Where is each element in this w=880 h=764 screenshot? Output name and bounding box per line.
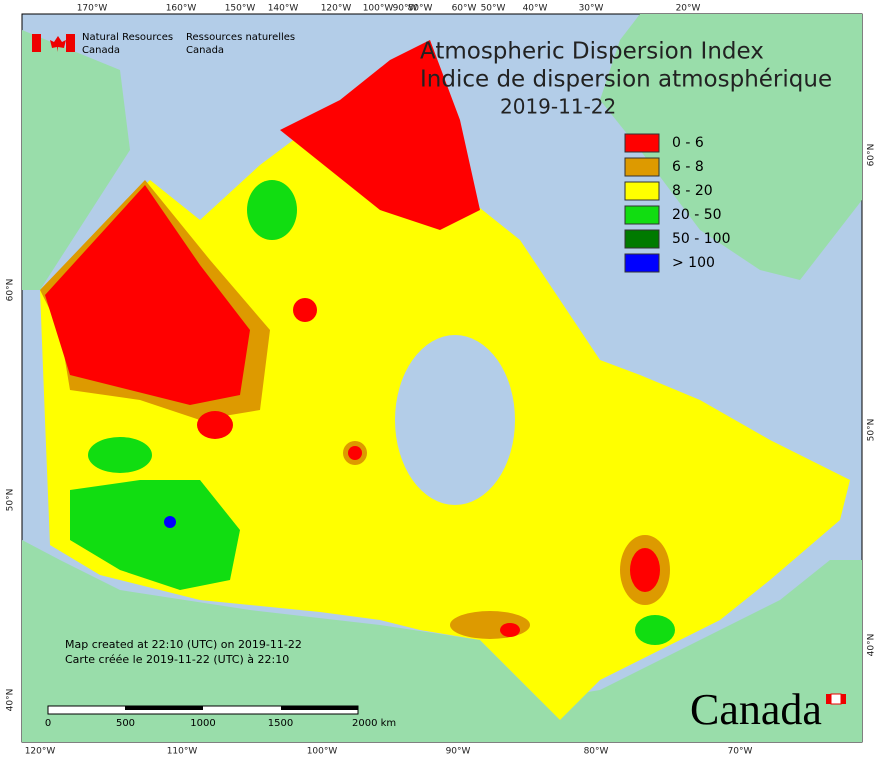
alaska: [22, 30, 130, 290]
graticule-label: 40°N: [867, 634, 877, 657]
credit: Carte créée le 2019-11-22 (UTC) à 22:10: [65, 653, 289, 666]
graticule-label: 120°W: [321, 4, 352, 14]
zone-green: [70, 480, 240, 590]
zone-blue: [164, 516, 176, 528]
graticule-label: 100°W: [307, 747, 338, 757]
legend-swatch: [624, 157, 660, 177]
flag-bar: [841, 694, 846, 704]
scale-label: 1500: [268, 718, 293, 729]
legend-label: 50 - 100: [672, 231, 731, 247]
flag-bar: [66, 34, 75, 52]
scale-label: 500: [116, 718, 135, 729]
graticule-label: 170°W: [77, 4, 108, 14]
graticule-label: 80°W: [584, 747, 609, 757]
flag-bar: [32, 34, 41, 52]
scale-label: 1000: [190, 718, 215, 729]
graticule-label: 160°W: [166, 4, 197, 14]
graticule-label: 60°N: [6, 279, 16, 302]
graticule-label: 50°N: [6, 489, 16, 512]
graticule-label: 50°N: [867, 419, 877, 442]
zone-red: [293, 298, 317, 322]
date: 2019-11-22: [500, 95, 616, 119]
graticule-label: 90°W: [393, 4, 418, 14]
credit: Map created at 22:10 (UTC) on 2019-11-22: [65, 638, 302, 651]
graticule-label: 30°W: [579, 4, 604, 14]
scale-bar: [125, 706, 203, 710]
graticule-label: 140°W: [268, 4, 299, 14]
zone-green: [247, 180, 297, 240]
legend-label: 8 - 20: [672, 183, 713, 199]
legend-swatch: [624, 133, 660, 153]
legend-label: 0 - 6: [672, 135, 704, 151]
graticule-label: 90°W: [446, 747, 471, 757]
flag-bar: [826, 694, 831, 704]
graticule-label: 70°W: [728, 747, 753, 757]
scale-bar: [281, 706, 358, 710]
maple-leaf: [50, 36, 66, 52]
zone-orange: [450, 611, 530, 639]
title-en: Atmospheric Dispersion Index: [420, 39, 764, 65]
logo-text: Canada: [82, 45, 120, 56]
graticule-label: 100°W: [363, 4, 394, 14]
graticule-label: 40°N: [6, 689, 16, 712]
graticule-label: 60°N: [867, 144, 877, 167]
zone-red: [630, 548, 660, 592]
logo-text: Canada: [186, 45, 224, 56]
flag-center: [830, 693, 842, 705]
title-fr: Indice de dispersion atmosphérique: [420, 67, 832, 93]
graticule-label: 50°W: [481, 4, 506, 14]
wordmark: Canada: [690, 685, 822, 734]
scale-label: 0: [45, 718, 51, 729]
zone-arctic-red: [280, 40, 480, 230]
graticule-label: 150°W: [225, 4, 256, 14]
hudson-bay: [395, 335, 515, 505]
graticule-label: 60°W: [452, 4, 477, 14]
zone-red: [500, 623, 520, 637]
legend-swatch: [624, 181, 660, 201]
scale-label: 2000 km: [352, 718, 396, 729]
graticule-label: 120°W: [25, 747, 56, 757]
legend-label: 20 - 50: [672, 207, 722, 223]
zone-red: [45, 185, 250, 405]
zone-green: [88, 437, 152, 473]
zone-green: [635, 615, 675, 645]
logo-text: Natural Resources: [82, 32, 173, 43]
legend-swatch: [624, 229, 660, 249]
zone-red: [348, 446, 362, 460]
graticule-label: 20°W: [676, 4, 701, 14]
legend-swatch: [624, 253, 660, 273]
legend-label: 6 - 8: [672, 159, 704, 175]
logo-text: Ressources naturelles: [186, 32, 295, 43]
greenland: [600, 14, 862, 280]
legend-swatch: [624, 205, 660, 225]
usa: [22, 540, 862, 742]
graticule-label: 40°W: [523, 4, 548, 14]
zone-red: [197, 411, 233, 439]
graticule-label: 80°W: [408, 4, 433, 14]
graticule-label: 110°W: [167, 747, 198, 757]
legend-label: > 100: [672, 255, 715, 271]
